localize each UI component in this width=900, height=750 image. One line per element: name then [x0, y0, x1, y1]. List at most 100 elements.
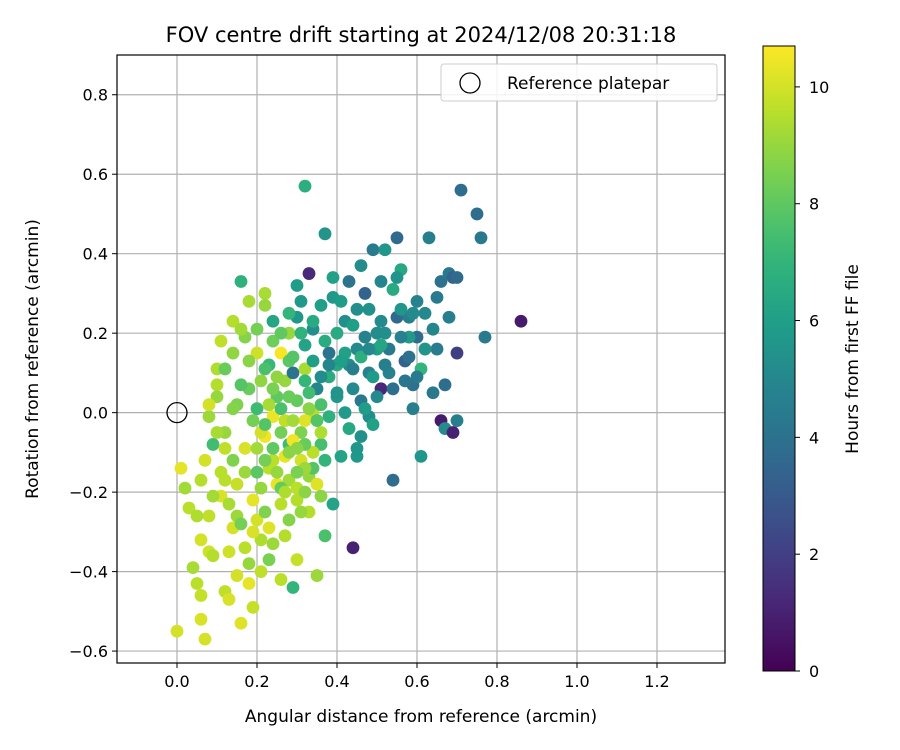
scatter-point — [298, 179, 312, 193]
scatter-point — [262, 553, 276, 567]
scatter-point — [426, 386, 440, 400]
scatter-point — [286, 414, 300, 427]
scatter-point — [302, 386, 316, 400]
scatter-point — [282, 513, 296, 527]
scatter-point — [314, 298, 328, 312]
scatter-point — [230, 477, 244, 491]
y-tick-label: 0.6 — [83, 165, 108, 184]
scatter-point — [266, 537, 280, 551]
legend: Reference platepar — [440, 63, 718, 102]
scatter-point — [418, 306, 432, 320]
colorbar-tick-label: 8 — [809, 195, 819, 214]
scatter-point — [278, 485, 292, 499]
scatter-point — [282, 390, 296, 404]
scatter-point — [290, 493, 304, 507]
x-tick-label: 1.2 — [644, 672, 669, 691]
scatter-point — [442, 310, 456, 324]
scatter-point — [426, 322, 440, 336]
y-tick-label: 0.4 — [83, 245, 108, 264]
scatter-point — [202, 509, 216, 523]
scatter-point — [266, 442, 280, 455]
y-tick-label: −0.4 — [69, 563, 108, 582]
scatter-point — [226, 453, 240, 467]
scatter-point — [334, 354, 348, 368]
scatter-point — [294, 326, 308, 340]
scatter-point — [446, 426, 460, 439]
scatter-point — [402, 350, 416, 364]
scatter-point — [318, 227, 332, 241]
scatter-point — [250, 402, 264, 416]
scatter-point — [398, 374, 412, 388]
scatter-point — [326, 497, 340, 511]
scatter-point — [206, 438, 220, 451]
scatter-point — [258, 287, 272, 300]
scatter-point — [394, 302, 408, 316]
scatter-point — [266, 314, 280, 328]
scatter-point — [190, 509, 204, 523]
y-tick-label: 0.8 — [83, 86, 108, 105]
chart-title: FOV centre drift starting at 2024/12/08 … — [166, 23, 677, 47]
scatter-point — [254, 481, 268, 495]
scatter-point — [390, 271, 404, 284]
y-tick-label: −0.2 — [69, 483, 108, 502]
scatter-point — [258, 362, 272, 376]
scatter-point — [306, 354, 320, 368]
scatter-point — [330, 326, 344, 340]
scatter-point — [378, 243, 392, 257]
scatter-point — [174, 461, 188, 475]
scatter-point — [346, 382, 360, 396]
scatter-point — [470, 207, 484, 221]
scatter-point — [354, 259, 368, 273]
scatter-point — [254, 533, 268, 547]
scatter-point — [298, 414, 312, 427]
scatter-point — [234, 517, 248, 531]
scatter-point — [318, 529, 332, 543]
scatter-point — [298, 338, 312, 352]
scatter-point — [450, 414, 464, 427]
scatter-point — [282, 445, 296, 459]
scatter-point — [182, 501, 196, 515]
colorbar-tick-label: 10 — [809, 78, 829, 97]
y-axis-label: Rotation from reference (arcmin) — [23, 219, 43, 499]
scatter-point — [194, 589, 208, 602]
colorbar: 0 2 4 6 8 10 Hours from first FF file — [762, 45, 863, 681]
colorbar-tick-label: 6 — [809, 312, 819, 331]
scatter-point — [366, 370, 380, 384]
scatter-point — [202, 398, 216, 412]
x-tick-label: 0.2 — [244, 672, 269, 691]
scatter-point — [354, 350, 368, 364]
grid — [117, 55, 725, 663]
scatter-point — [238, 442, 252, 455]
scatter-point — [350, 442, 364, 455]
scatter-point — [262, 521, 276, 535]
scatter-point — [374, 275, 388, 288]
scatter-point — [358, 402, 372, 416]
scatter-point — [406, 402, 420, 416]
scatter-point — [262, 398, 276, 412]
scatter-point — [354, 430, 368, 443]
scatter-point — [254, 374, 268, 388]
scatter-point — [334, 294, 348, 308]
scatter-point — [226, 314, 240, 328]
scatter-point — [434, 275, 448, 288]
scatter-point — [478, 330, 492, 344]
scatter-point — [346, 362, 360, 376]
colorbar-ticks: 0 2 4 6 8 10 — [795, 78, 829, 681]
scatter-point — [454, 183, 468, 197]
scatter-point — [378, 326, 392, 340]
scatter-point — [410, 370, 424, 384]
colorbar-tick-label: 4 — [809, 428, 819, 447]
scatter-point — [374, 338, 388, 352]
scatter-point — [242, 294, 256, 308]
scatter-point — [186, 561, 200, 575]
colorbar-tick-label: 2 — [809, 545, 819, 564]
scatter-point — [222, 497, 236, 511]
scatter-point — [178, 481, 192, 495]
scatter-point — [322, 346, 336, 360]
scatter-point — [406, 306, 420, 320]
x-tick-label: 0.4 — [324, 672, 349, 691]
scatter-point — [198, 453, 212, 467]
scatter-point — [194, 473, 208, 487]
scatter-point — [378, 358, 392, 372]
scatter-point — [338, 406, 352, 420]
